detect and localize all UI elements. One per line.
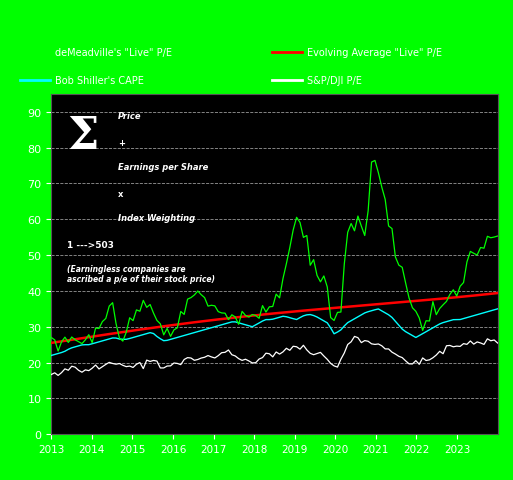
Text: deMeadville's "Live" P/E: deMeadville's "Live" P/E <box>55 48 172 58</box>
Text: 1 --->503: 1 --->503 <box>67 240 114 250</box>
Text: Σ: Σ <box>67 115 98 158</box>
Text: Bob Shiller's CAPE: Bob Shiller's CAPE <box>55 76 144 86</box>
Text: S&P/DJI P/E: S&P/DJI P/E <box>307 76 362 86</box>
Text: Index Weighting: Index Weighting <box>118 214 195 223</box>
Text: Earnings per Share: Earnings per Share <box>118 163 208 171</box>
Text: (Earningless companies are
ascribed a p/e of their stock price): (Earningless companies are ascribed a p/… <box>67 264 215 284</box>
Text: Price: Price <box>118 111 142 120</box>
Text: Evolving Average "Live" P/E: Evolving Average "Live" P/E <box>307 48 442 58</box>
Text: +: + <box>118 139 125 148</box>
Text: S&P 500:  Price/Earnings Ratio: S&P 500: Price/Earnings Ratio <box>93 12 420 32</box>
Text: x: x <box>118 190 124 199</box>
